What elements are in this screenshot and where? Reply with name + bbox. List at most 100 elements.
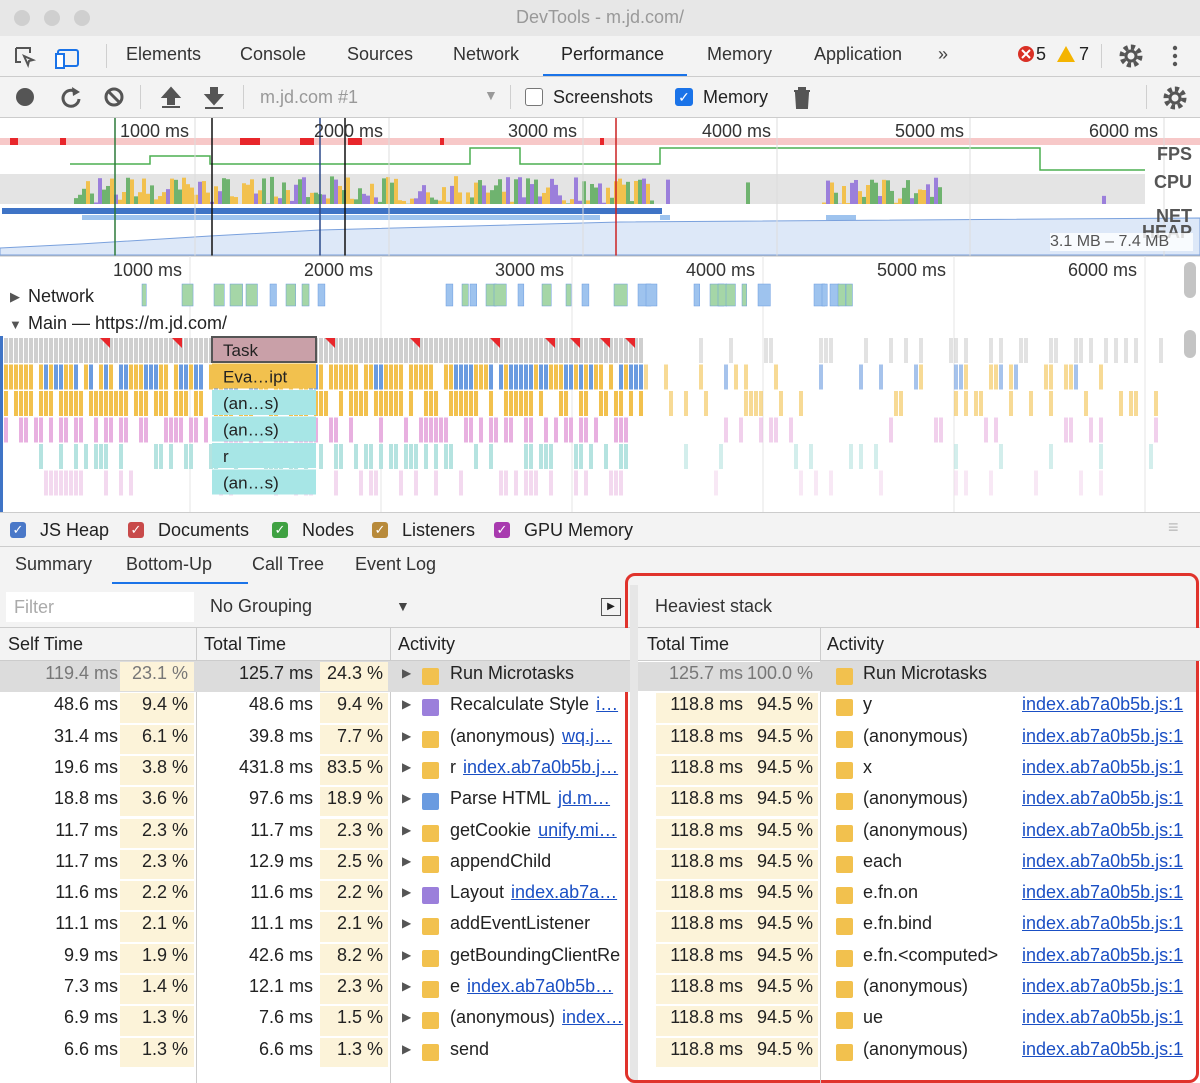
record-button[interactable] (16, 88, 34, 106)
download-button[interactable] (203, 87, 225, 109)
expand-arrow[interactable]: ▶ (402, 791, 412, 806)
clear-button[interactable] (104, 87, 124, 107)
expand-arrow[interactable]: ▶ (402, 1041, 412, 1056)
bottom-tab[interactable]: Call Tree (252, 554, 325, 574)
activity-name[interactable]: x (863, 756, 872, 777)
expand-arrow[interactable]: ▶ (402, 822, 412, 837)
source-link[interactable]: index.ab7a… (511, 882, 618, 903)
menu-dot[interactable] (1172, 61, 1178, 67)
tab[interactable]: Console (240, 44, 307, 64)
activity-name[interactable]: (anonymous) (863, 788, 969, 809)
activity-name[interactable]: Parse HTML (450, 788, 552, 809)
source-link[interactable]: index.ab7a0b5b.js:1 (1022, 1038, 1184, 1059)
source-link[interactable]: index.ab7a0b5b… (467, 976, 614, 996)
filter-placeholder[interactable]: Filter (14, 597, 54, 617)
counter-checkbox[interactable]: ✓ (128, 522, 144, 538)
activity-name[interactable]: y (863, 694, 872, 715)
menu-dot[interactable] (1172, 45, 1178, 51)
activity-name[interactable]: appendChild (450, 850, 552, 871)
memory-label[interactable]: Memory (703, 87, 769, 107)
expand-arrow[interactable]: ▶ (402, 916, 412, 931)
source-link[interactable]: index… (562, 1007, 624, 1028)
counter-checkbox[interactable]: ✓ (10, 522, 26, 538)
counter-checkbox[interactable]: ✓ (494, 522, 510, 538)
expand-arrow[interactable]: ▶ (402, 979, 412, 993)
expand-arrow[interactable]: ▶ (402, 728, 412, 743)
activity-name[interactable]: addEventListener (450, 913, 591, 934)
target-dropdown-arrow[interactable]: ▼ (484, 87, 498, 103)
source-link[interactable]: index.ab7a0b5b.js:1 (1022, 756, 1184, 777)
column-header[interactable]: Self Time (8, 634, 84, 654)
activity-name[interactable]: getCookie (450, 819, 532, 840)
source-link[interactable]: unify.mi… (538, 819, 617, 840)
activity-name[interactable]: (anonymous) (450, 725, 556, 746)
activity-name[interactable]: each (863, 850, 903, 871)
more-tabs[interactable]: » (938, 44, 949, 64)
column-header[interactable]: Activity (827, 634, 885, 654)
column-header[interactable]: Activity (398, 634, 456, 654)
activity-name[interactable]: (anonymous) (863, 725, 969, 746)
screenshots-label[interactable]: Screenshots (553, 87, 654, 107)
source-link[interactable]: index.ab7a0b5b.js:1 (1022, 850, 1184, 871)
activity-name[interactable]: Recalculate Style (450, 694, 590, 715)
activity-name[interactable]: ue (863, 1007, 884, 1028)
zoom-button[interactable] (74, 10, 90, 26)
bottom-tab[interactable]: Summary (15, 554, 93, 574)
reload-button[interactable] (61, 88, 81, 108)
activity-name[interactable]: Run Microtasks (863, 663, 988, 683)
activity-name[interactable]: e.fn.<computed> (863, 944, 999, 965)
activity-name[interactable]: getBoundingClientRe (450, 944, 621, 965)
expand-arrow[interactable]: ▶ (402, 853, 412, 868)
warning-count[interactable]: 7 (1079, 44, 1090, 64)
counter-label[interactable]: GPU Memory (524, 520, 634, 540)
activity-name[interactable]: e.fn.on (863, 882, 919, 903)
activity-name[interactable]: Layout (450, 882, 505, 903)
bottom-tab[interactable]: Event Log (355, 554, 437, 574)
activity-name[interactable]: (anonymous) (450, 1007, 556, 1028)
source-link[interactable]: index.ab7a0b5b.js:1 (1022, 944, 1184, 965)
source-link[interactable]: index.ab7a0b5b.js:1 (1022, 725, 1184, 746)
expand-arrow[interactable]: ▶ (402, 697, 412, 712)
minimize-button[interactable] (44, 10, 60, 26)
settings-gear[interactable] (1119, 44, 1143, 68)
activity-name[interactable]: (anonymous) (863, 1038, 969, 1059)
activity-name[interactable]: e (450, 976, 461, 996)
activity-name[interactable]: e.fn.bind (863, 913, 933, 934)
upload-button[interactable] (160, 86, 182, 108)
garbage-collect-button[interactable] (792, 86, 812, 110)
inspect-icon[interactable] (15, 47, 37, 69)
capture-settings[interactable] (1162, 85, 1188, 111)
error-count[interactable]: 5 (1036, 44, 1047, 64)
source-link[interactable]: wq.j… (562, 725, 613, 746)
tab[interactable]: Performance (561, 44, 665, 64)
bottom-tab[interactable]: Bottom-Up (126, 554, 213, 574)
tab[interactable]: Sources (347, 44, 414, 64)
counter-checkbox[interactable]: ✓ (372, 522, 388, 538)
expand-arrow[interactable]: ▶ (402, 666, 412, 680)
activity-name[interactable]: r (450, 756, 456, 777)
activity-name[interactable]: Run Microtasks (450, 663, 575, 683)
tab[interactable]: Elements (126, 44, 202, 64)
resize-handle[interactable]: ≡ (1168, 517, 1179, 537)
column-header[interactable]: Total Time (647, 634, 730, 654)
activity-name[interactable]: (anonymous) (863, 976, 969, 996)
activity-name[interactable]: send (450, 1038, 490, 1059)
expand-arrow[interactable]: ▶ (402, 947, 412, 962)
counter-checkbox[interactable]: ✓ (272, 522, 288, 538)
expand-arrow[interactable]: ▶ (402, 759, 412, 774)
column-header[interactable]: Total Time (204, 634, 287, 654)
counter-label[interactable]: JS Heap (40, 520, 110, 540)
expand-arrow[interactable]: ▶ (402, 1010, 412, 1025)
tab[interactable]: Application (814, 44, 903, 64)
expand-arrow[interactable]: ▶ (402, 885, 412, 900)
activity-name[interactable]: (anonymous) (863, 819, 969, 840)
counter-label[interactable]: Nodes (302, 520, 355, 540)
counter-label[interactable]: Documents (158, 520, 250, 540)
source-link[interactable]: index.ab7a0b5b.js:1 (1022, 788, 1184, 809)
screenshots-checkbox[interactable] (525, 88, 543, 106)
source-link[interactable]: index.ab7a0b5b.js:1 (1022, 1007, 1184, 1028)
counter-label[interactable]: Listeners (402, 520, 476, 540)
source-link[interactable]: jd.m… (558, 788, 611, 809)
grouping-select[interactable]: No Grouping (210, 596, 313, 616)
source-link[interactable]: index.ab7a0b5b.js:1 (1022, 882, 1184, 903)
